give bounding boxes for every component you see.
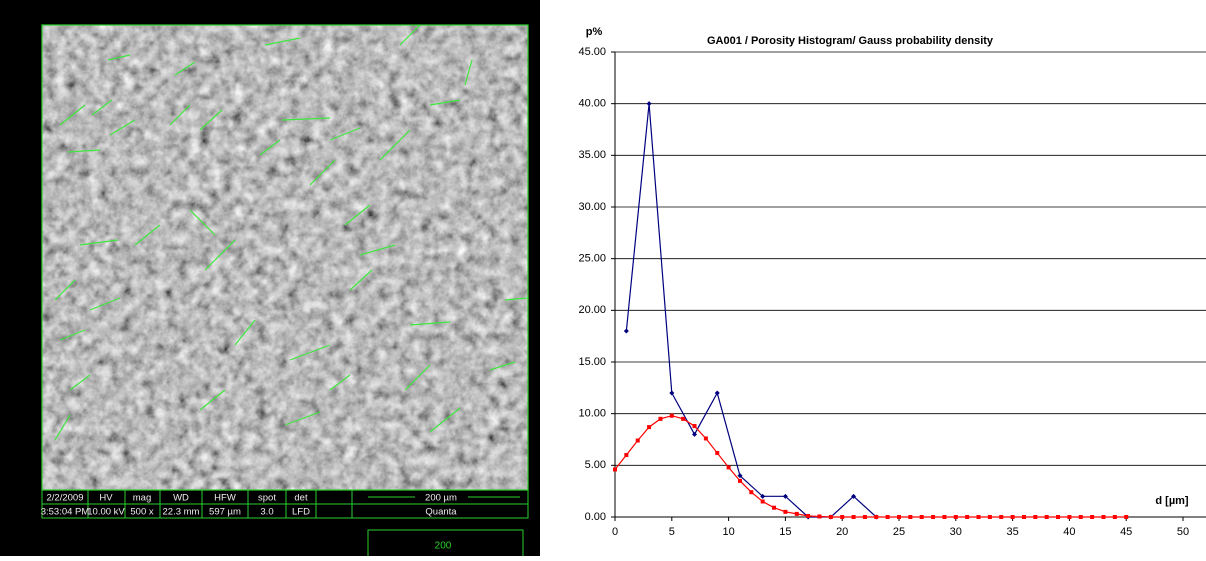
x-tick-label: 0	[612, 526, 618, 538]
point	[624, 453, 628, 457]
info-cell: det	[294, 493, 308, 504]
sem-image	[42, 25, 528, 490]
info-cell: LFD	[292, 507, 310, 518]
point	[772, 506, 776, 510]
point	[977, 515, 981, 519]
point	[1022, 515, 1026, 519]
info-cell: 500 x	[130, 507, 153, 518]
info-cell: WD	[173, 493, 189, 504]
y-tick-label: 20.00	[578, 304, 606, 316]
instrument-label: Quanta	[425, 507, 457, 518]
point	[1067, 515, 1071, 519]
point	[1033, 515, 1037, 519]
x-axis-label: d [µm]	[1155, 495, 1189, 507]
info-cell: 10.00 kV	[87, 507, 125, 518]
point	[704, 436, 708, 440]
point	[829, 515, 833, 519]
point	[988, 515, 992, 519]
info-cell: mag	[133, 493, 151, 504]
point	[658, 417, 662, 421]
point	[681, 417, 685, 421]
point	[738, 479, 742, 483]
x-tick-label: 15	[779, 526, 791, 538]
point	[795, 512, 799, 516]
x-tick-label: 30	[950, 526, 962, 538]
x-tick-label: 10	[722, 526, 734, 538]
point	[636, 439, 640, 443]
scale-bar-label: 200 µm	[425, 493, 457, 504]
x-tick-label: 50	[1177, 526, 1189, 538]
point	[942, 515, 946, 519]
y-tick-label: 40.00	[578, 98, 606, 110]
point	[897, 515, 901, 519]
point	[806, 514, 810, 518]
chart-title: GA001 / Porosity Histogram/ Gauss probab…	[707, 35, 994, 47]
point	[1101, 515, 1105, 519]
point	[874, 515, 878, 519]
info-cell: spot	[258, 493, 276, 504]
point	[761, 500, 765, 504]
point	[1113, 515, 1117, 519]
x-tick-label: 5	[669, 526, 675, 538]
point	[852, 515, 856, 519]
info-cell: 22.3 mm	[163, 507, 200, 518]
y-tick-label: 5.00	[585, 459, 606, 471]
point	[1045, 515, 1049, 519]
x-tick-label: 25	[893, 526, 905, 538]
screen: 2/2/2009HVmagWDHFWspotdet3:53:04 PM10.00…	[0, 0, 1206, 556]
y-tick-label: 25.00	[578, 253, 606, 265]
point	[886, 515, 890, 519]
point	[908, 515, 912, 519]
point	[783, 510, 787, 514]
point	[693, 424, 697, 428]
point	[727, 465, 731, 469]
y-tick-label: 10.00	[578, 408, 606, 420]
point	[715, 451, 719, 455]
point	[840, 515, 844, 519]
point	[817, 514, 821, 518]
x-tick-label: 35	[1006, 526, 1018, 538]
y-tick-label: 15.00	[578, 356, 606, 368]
point	[613, 467, 617, 471]
point	[931, 515, 935, 519]
info-cell: 597 µm	[209, 507, 241, 518]
point	[965, 515, 969, 519]
point	[1079, 515, 1083, 519]
point	[1090, 515, 1094, 519]
info-cell: 3.0	[260, 507, 273, 518]
y-tick-label: 0.00	[585, 511, 606, 523]
x-tick-label: 40	[1063, 526, 1075, 538]
point	[920, 515, 924, 519]
point	[954, 515, 958, 519]
point	[647, 425, 651, 429]
y-axis-label: p%	[586, 26, 603, 38]
point	[670, 414, 674, 418]
info-cell: HV	[99, 493, 113, 504]
x-tick-label: 45	[1120, 526, 1132, 538]
point	[863, 515, 867, 519]
info-cell: 3:53:04 PM	[41, 507, 90, 518]
footer-label: 200	[435, 541, 452, 552]
point	[999, 515, 1003, 519]
point	[1124, 515, 1128, 519]
y-tick-label: 30.00	[578, 201, 606, 213]
point	[1056, 515, 1060, 519]
info-cell: HFW	[214, 493, 236, 504]
y-tick-label: 45.00	[578, 46, 606, 58]
point	[749, 490, 753, 494]
point	[1011, 515, 1015, 519]
page: 2/2/2009HVmagWDHFWspotdet3:53:04 PM10.00…	[0, 0, 1206, 561]
y-tick-label: 35.00	[578, 149, 606, 161]
info-cell: 2/2/2009	[47, 493, 84, 504]
x-tick-label: 20	[836, 526, 848, 538]
